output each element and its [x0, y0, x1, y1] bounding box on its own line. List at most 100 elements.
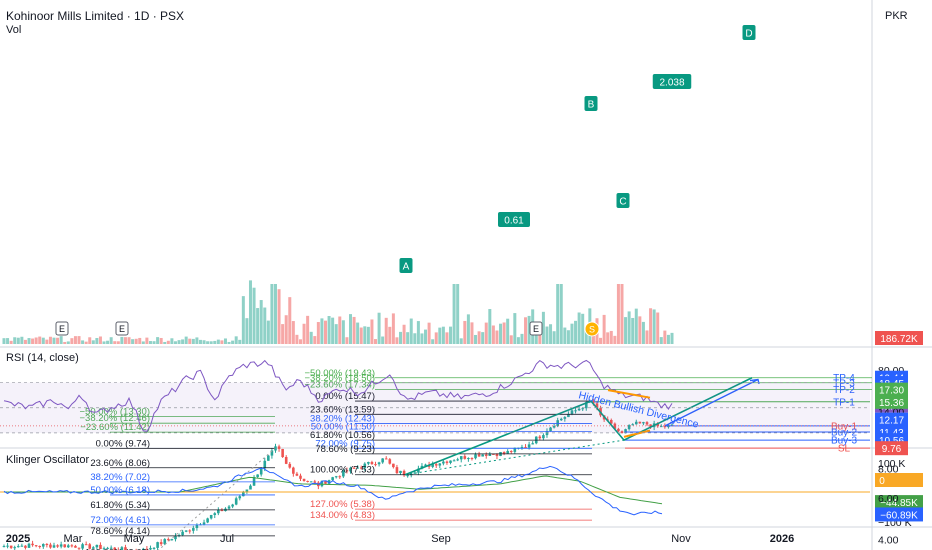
volume-bar	[356, 322, 360, 344]
volume-bar	[134, 338, 138, 344]
volume-bar	[438, 327, 442, 344]
volume-bar	[663, 330, 667, 344]
earnings-marker-bg	[529, 321, 543, 336]
candle-body	[484, 454, 488, 456]
candle-body	[445, 461, 449, 463]
pattern-dotted	[404, 439, 625, 476]
volume-bar	[291, 321, 295, 344]
volume-bar	[109, 337, 113, 344]
volume-bar	[434, 332, 438, 344]
volume-bar	[20, 336, 24, 344]
volume-bar	[213, 340, 217, 344]
level-label: TP-3	[833, 379, 855, 390]
candle-body	[174, 535, 177, 540]
candle-body	[406, 475, 409, 477]
volume-bar	[338, 316, 342, 344]
candle-body	[509, 451, 513, 453]
candle-body	[259, 468, 263, 475]
candle-body	[249, 485, 252, 490]
volume-bar	[227, 341, 231, 344]
fib-label: 0.00% (9.74)	[96, 438, 150, 449]
rsi-title: RSI (14, close)	[6, 352, 79, 364]
time-tick: Mar	[64, 533, 83, 545]
candle-body	[470, 458, 474, 460]
candle-body	[9, 545, 13, 548]
volume-bar	[27, 338, 31, 344]
candle-body	[245, 489, 249, 493]
volume-bar	[488, 309, 492, 344]
candle-body	[567, 414, 570, 418]
candle-body	[320, 480, 324, 487]
point-a-label: A	[403, 262, 410, 273]
volume-bar	[281, 324, 285, 344]
volume-bar	[416, 321, 420, 344]
volume-bar	[148, 341, 152, 344]
price-badge: 12.17	[879, 416, 904, 427]
volume-bar	[463, 320, 467, 344]
price-divergence-line	[623, 429, 651, 438]
price-badge-bg	[875, 394, 908, 409]
candle-body	[352, 467, 356, 469]
volume-bar	[506, 318, 510, 344]
candle-body	[570, 410, 574, 415]
candle-body	[381, 458, 384, 463]
candle-body	[188, 530, 192, 532]
candle-body	[181, 531, 184, 536]
candle-body	[634, 421, 638, 425]
volume-bar	[98, 336, 102, 344]
volume-bar	[295, 334, 299, 344]
volume-bar	[499, 323, 503, 344]
volume-bar	[549, 324, 553, 344]
volume-bar	[520, 333, 524, 344]
candle-body	[342, 470, 345, 477]
volume-bar	[584, 331, 588, 344]
candle-body	[520, 446, 524, 448]
candle-body	[531, 443, 534, 445]
volume-bar	[45, 339, 49, 344]
volume-bar	[563, 327, 567, 344]
price-badge: 15.36	[879, 398, 904, 409]
volume-bar	[120, 336, 124, 344]
volume-bar	[399, 331, 403, 344]
candle-body	[24, 545, 27, 548]
time-tick: Nov	[671, 533, 691, 545]
earnings-marker-bg	[115, 321, 129, 336]
candle-body	[16, 546, 20, 548]
volume-bar	[509, 335, 513, 344]
earnings-marker: E	[119, 324, 125, 334]
candle-body	[395, 467, 399, 474]
volume-bar	[309, 331, 313, 344]
candle-body	[609, 419, 613, 424]
volume-bar	[616, 284, 620, 344]
volume-bar	[313, 336, 317, 344]
volume-bar	[238, 339, 242, 344]
volume-bar	[327, 316, 331, 344]
candle-body	[206, 518, 209, 523]
candle-body	[120, 547, 124, 550]
candle-body	[313, 481, 317, 483]
volume-bar	[191, 338, 195, 344]
volume-bar	[195, 337, 199, 344]
volume-badge-bg	[875, 331, 923, 345]
candle-body	[202, 522, 206, 525]
fib-label: 61.80% (10.56)	[310, 430, 375, 441]
dividend-marker-bg	[584, 321, 600, 337]
volume-bar	[556, 284, 560, 344]
candle-body	[152, 547, 156, 549]
volume-bar	[102, 341, 106, 344]
candle-body	[577, 408, 581, 411]
level-label: Buy-2	[831, 428, 858, 439]
volume-bar	[234, 336, 238, 344]
fib-label: 100.00% (2.62)	[85, 548, 150, 550]
volume-bar	[156, 337, 160, 344]
klinger-tick: 100 K	[878, 458, 905, 470]
volume-bar	[474, 334, 478, 344]
candle-body	[156, 542, 159, 548]
volume-bar	[202, 340, 206, 344]
candle-body	[220, 509, 224, 512]
level-label: TP-4	[833, 373, 855, 384]
volume-bar	[581, 313, 585, 344]
candle-body	[299, 475, 302, 479]
currency-label: PKR	[885, 10, 908, 22]
volume-bar	[38, 336, 42, 344]
